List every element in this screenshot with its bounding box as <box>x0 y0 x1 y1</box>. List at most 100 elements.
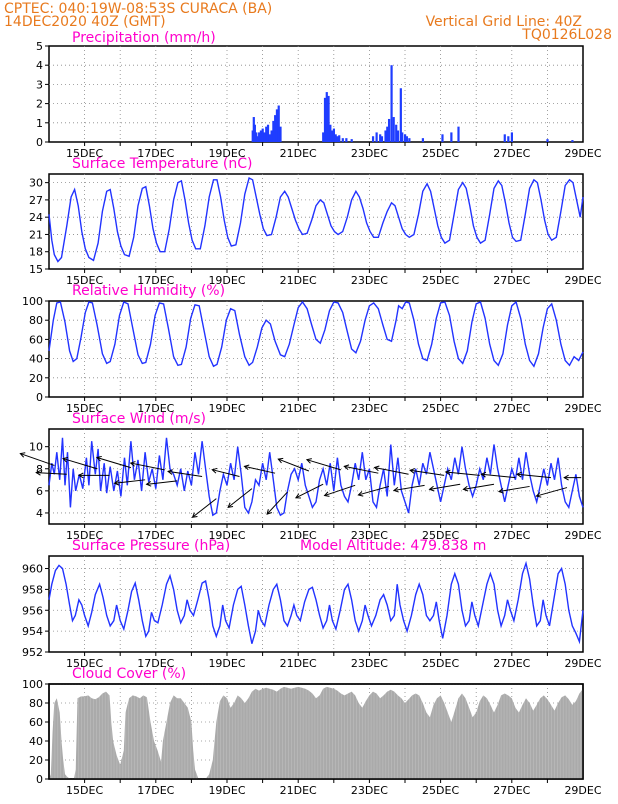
precip-xtick-label: 27DEC <box>493 147 530 160</box>
wind-vector-shaft <box>36 472 67 475</box>
wind-vector-shaft <box>410 469 445 476</box>
wind-vector-head <box>35 469 41 476</box>
rh-xtick-label: 21DEC <box>280 402 317 415</box>
temp-xtick-label: 15DEC <box>66 274 103 287</box>
temp-frame <box>48 173 584 270</box>
wind-vector-head <box>129 461 136 467</box>
wind-xtick-label: 21DEC <box>280 529 317 542</box>
wind-vector-shaft <box>295 483 324 499</box>
cloud-xtick-label: 17DEC <box>137 784 174 797</box>
wind-ytick-label: 4 <box>36 507 43 520</box>
precip-xtick-label: 23DEC <box>351 147 388 160</box>
wind-vector-head <box>535 492 542 498</box>
wind-vector-head <box>444 469 451 476</box>
wind-vector-head <box>277 457 284 464</box>
temp-xtick-label: 27DEC <box>493 274 530 287</box>
temp-ytick-label: 15 <box>29 263 43 276</box>
wind-vector-head <box>343 464 350 470</box>
temp-ytick-label: 30 <box>29 177 43 190</box>
wind-vector-shaft <box>96 456 132 469</box>
wind-vector-shaft <box>212 469 240 477</box>
wind-vector-head <box>497 488 504 494</box>
pres-frame <box>48 555 584 653</box>
wind-ytick-label: 10 <box>29 441 43 454</box>
wind-vector-head <box>95 455 102 462</box>
wind-vector-shaft <box>536 487 568 497</box>
cloud-ytick-label: 0 <box>36 773 43 786</box>
precip-ytick-label: 1 <box>36 117 43 130</box>
wind-vector-head <box>515 471 522 478</box>
precip-bar <box>274 115 277 142</box>
wind-vector-head <box>145 481 152 487</box>
wind-vector-shaft <box>168 470 203 477</box>
precip-bar <box>253 124 256 142</box>
panel-temp: Surface Temperature (nC) 15 18 21 24 27 30 15DE… <box>29 156 602 287</box>
precip-bar <box>503 134 506 142</box>
wind-ytick-label: 6 <box>36 485 43 498</box>
temp-xtick-label: 17DEC <box>137 274 174 287</box>
temp-ytick-label: 18 <box>29 246 43 259</box>
temp-ytick-label: 24 <box>29 211 43 224</box>
cloud-ytick-label: 60 <box>29 716 43 729</box>
precip-bar <box>380 136 384 142</box>
wind-vector-shaft <box>393 484 425 491</box>
precip-bar <box>256 136 259 142</box>
wind-vector-head <box>211 467 218 474</box>
wind-ytick-label: 8 <box>36 463 43 476</box>
pres-xtick-label: 23DEC <box>351 657 388 670</box>
wind-vector-shaft <box>130 462 165 471</box>
precip-bar <box>392 117 395 142</box>
precip-xtick-label: 19DEC <box>208 147 245 160</box>
pres-ytick-label: 952 <box>22 646 43 659</box>
wind-xtick-label: 25DEC <box>422 529 459 542</box>
precip-bar <box>255 132 258 142</box>
wind-vector-shaft <box>114 479 146 484</box>
wind-vector-shaft <box>463 483 495 490</box>
header: CPTEC: 040:19W-08:53S CURACA (BA) 14DEC2… <box>4 1 612 43</box>
rh-xtick-label: 17DEC <box>137 402 174 415</box>
wind-vector-head <box>373 465 380 472</box>
rh-xtick-label: 29DEC <box>564 402 601 415</box>
rh-series-line <box>48 300 584 368</box>
pres-annotation: Model Altitude: 479.838 m <box>300 538 486 554</box>
precip-bar <box>275 109 279 142</box>
precip-bar <box>571 140 574 142</box>
wind-vector-head <box>305 458 312 464</box>
precip-bar <box>546 139 549 142</box>
pres-xtick-label: 21DEC <box>280 657 317 670</box>
precip-bar <box>266 124 270 142</box>
panel-pres: Surface Pressure (hPa) Model Altitude: 47… <box>22 538 602 670</box>
cloud-frame-overlay <box>48 683 584 780</box>
panel-precip: Precipitation (mm/h) 0 1 2 3 4 5 15DEC 17DEC 19DE… <box>36 30 602 160</box>
rh-xtick-label: 19DEC <box>208 402 245 415</box>
pres-xtick-label: 19DEC <box>208 657 245 670</box>
precip-bar <box>395 124 398 142</box>
precip-bar <box>401 132 404 142</box>
wind-vector-head <box>243 464 250 471</box>
precip-bar <box>396 130 400 142</box>
cloud-title: Cloud Cover (%) <box>72 666 186 682</box>
wind-vector-shaft <box>358 485 390 496</box>
header-location: CPTEC: 040:19W-08:53S CURACA (BA) <box>4 1 272 17</box>
cloud-ytick-label: 80 <box>29 697 43 710</box>
wind-vector-shaft <box>20 453 55 466</box>
precip-bar <box>334 134 337 142</box>
precip-bar <box>323 97 327 142</box>
wind-vector-head <box>563 474 569 481</box>
precip-bar <box>457 126 460 142</box>
wind-vector-head <box>462 485 469 492</box>
pres-title: Surface Pressure (hPa) <box>72 538 230 554</box>
precip-bar <box>259 130 263 142</box>
pres-ytick-label: 956 <box>22 604 43 617</box>
wind-vector-shaft <box>266 491 288 515</box>
wind-vector-head <box>480 471 487 478</box>
precip-xtick-label: 15DEC <box>66 147 103 160</box>
wind-frame <box>48 428 584 525</box>
wind-vector-shaft <box>244 465 276 474</box>
precip-bar <box>510 132 513 142</box>
cloud-xtick-label: 21DEC <box>280 784 317 797</box>
wind-vector-head <box>113 479 120 486</box>
wind-xtick-label: 15DEC <box>66 529 103 542</box>
temp-xtick-label: 25DEC <box>422 274 459 287</box>
